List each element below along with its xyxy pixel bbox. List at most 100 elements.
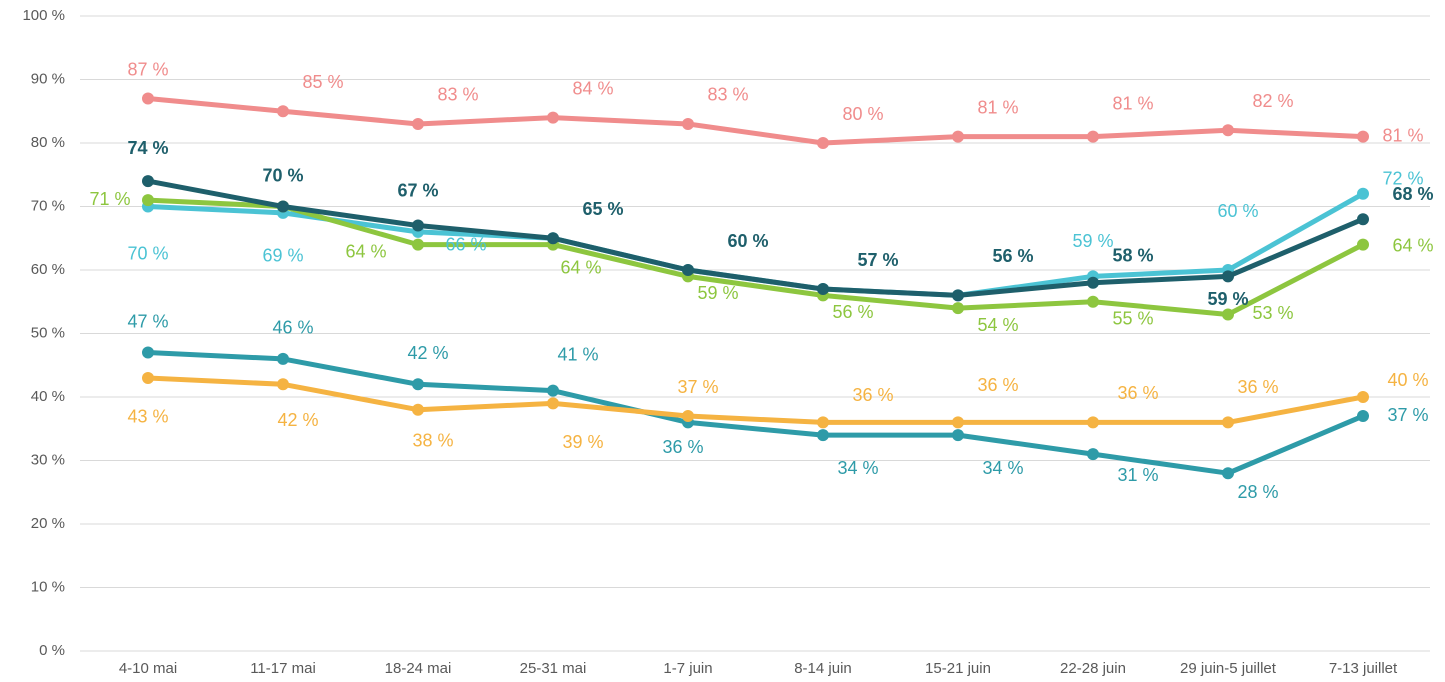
data-label: 83 % (707, 85, 748, 105)
y-tick-label: 60 % (31, 261, 65, 278)
point (412, 238, 424, 251)
data-label: 36 % (852, 385, 893, 405)
data-label: 70 % (262, 165, 303, 185)
data-label: 34 % (837, 458, 878, 478)
point (1357, 213, 1369, 226)
data-label: 70 % (127, 243, 168, 263)
point (952, 429, 964, 442)
point (952, 130, 964, 143)
point (682, 264, 694, 276)
data-label: 38 % (412, 430, 453, 450)
y-tick-label: 50 % (31, 324, 65, 341)
data-label: 36 % (1237, 377, 1278, 397)
x-tick-label: 18-24 mai (385, 660, 452, 677)
point (1357, 187, 1369, 200)
series-line (147, 96, 1364, 146)
data-label: 81 % (1382, 125, 1423, 145)
point (1222, 416, 1234, 429)
y-tick-label: 80 % (31, 134, 65, 151)
y-tick-label: 30 % (31, 451, 65, 468)
data-label: 34 % (982, 458, 1023, 478)
data-label: 56 % (992, 246, 1033, 266)
point (1222, 467, 1234, 480)
data-label: 59 % (697, 283, 738, 303)
data-label: 83 % (437, 85, 478, 105)
point (412, 403, 424, 416)
data-label: 66 % (445, 235, 486, 255)
point (1357, 410, 1369, 423)
data-label: 84 % (572, 78, 613, 98)
data-label: 36 % (662, 437, 703, 457)
data-label: 82 % (1252, 91, 1293, 111)
point (1357, 130, 1369, 143)
data-label: 42 % (407, 343, 448, 363)
point (412, 219, 424, 232)
x-tick-label: 22-28 juin (1060, 660, 1126, 677)
point (817, 137, 829, 149)
point (817, 429, 829, 442)
point (277, 352, 289, 365)
data-label: 69 % (262, 246, 303, 266)
point (142, 175, 154, 188)
data-label: 65 % (582, 199, 623, 219)
point (682, 410, 694, 423)
x-tick-label: 25-31 mai (520, 660, 587, 677)
point (277, 105, 289, 118)
x-tick-label: 15-21 juin (925, 660, 991, 677)
y-tick-label: 100 % (22, 7, 65, 24)
point (1222, 124, 1234, 137)
data-label: 72 % (1382, 169, 1423, 189)
point (1222, 308, 1234, 321)
data-label: 42 % (277, 410, 318, 430)
data-label: 28 % (1237, 482, 1278, 502)
point (142, 194, 154, 207)
point (952, 416, 964, 429)
y-tick-label: 20 % (31, 515, 65, 532)
x-tick-label: 1-7 juin (663, 660, 712, 677)
data-label: 55 % (1112, 309, 1153, 329)
data-label: 60 % (727, 231, 768, 251)
data-label: 40 % (1387, 370, 1428, 390)
point (1087, 416, 1099, 429)
point (1357, 238, 1369, 251)
y-tick-label: 40 % (31, 388, 65, 405)
data-label: 31 % (1117, 465, 1158, 485)
data-label: 81 % (1112, 93, 1153, 113)
data-label: 59 % (1207, 289, 1248, 309)
point (142, 92, 154, 105)
series-line (147, 197, 1365, 317)
point (1222, 270, 1234, 283)
data-label: 53 % (1252, 303, 1293, 323)
data-label: 81 % (977, 97, 1018, 117)
data-label: 39 % (562, 432, 603, 452)
data-label: 47 % (127, 311, 168, 331)
data-label: 59 % (1072, 231, 1113, 251)
data-label: 46 % (272, 318, 313, 338)
point (277, 200, 289, 213)
point (142, 346, 154, 359)
data-label: 64 % (560, 257, 601, 277)
data-label: 37 % (677, 377, 718, 397)
point (547, 384, 559, 397)
data-label: 64 % (345, 241, 386, 261)
x-tick-label: 29 juin-5 juillet (1180, 660, 1277, 677)
series-line (147, 350, 1364, 476)
x-tick-label: 7-13 juillet (1329, 660, 1398, 677)
data-label: 37 % (1387, 405, 1428, 425)
point (952, 289, 964, 302)
data-label: 54 % (977, 315, 1018, 335)
point (1087, 448, 1099, 461)
point (817, 416, 829, 429)
point (547, 232, 559, 245)
series-line (147, 375, 1364, 425)
point (952, 302, 964, 315)
data-label: 57 % (857, 250, 898, 270)
point (142, 371, 154, 384)
data-label: 60 % (1217, 201, 1258, 221)
data-label: 64 % (1392, 235, 1433, 255)
point (1087, 295, 1099, 308)
data-label: 87 % (127, 59, 168, 79)
data-label: 67 % (397, 180, 438, 200)
series-line (147, 178, 1364, 298)
